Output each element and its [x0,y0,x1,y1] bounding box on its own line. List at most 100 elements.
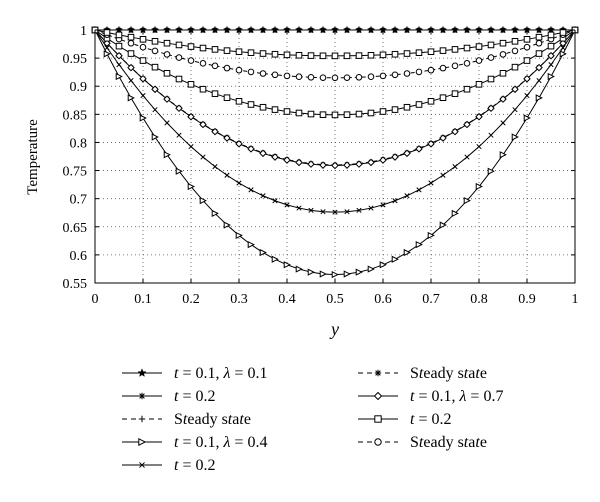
data-point [211,127,219,136]
legend-entry: t = 0.1, λ = 0.4 [122,434,267,451]
data-point [391,71,399,79]
series-curve [91,26,579,279]
data-point [391,255,399,263]
data-point [308,207,314,213]
data-point [487,104,495,113]
data-point [367,73,375,81]
data-point [248,187,254,193]
data-point [343,52,351,60]
data-point [548,62,554,68]
data-point [138,415,146,423]
data-point [487,167,495,175]
data-point [356,27,362,33]
data-point [404,27,410,33]
data-point [116,62,122,68]
data-point [223,94,231,102]
legend-entry: t = 0.2 [358,411,451,428]
data-point [379,72,387,80]
data-point [139,74,147,83]
data-point [439,47,447,54]
data-point [139,462,145,468]
data-point [152,27,158,33]
data-point [175,54,183,61]
data-point [283,51,291,59]
data-point [511,133,519,141]
data-point [523,57,531,64]
data-point [175,41,183,49]
data-point [374,415,382,423]
data-point [272,198,278,204]
data-point [487,75,495,83]
data-point [223,64,231,72]
data-point [463,120,471,129]
data-point [463,196,471,205]
data-point [151,133,159,141]
data-point [535,33,543,41]
data-point [343,161,351,169]
data-point [331,111,339,119]
data-point [451,90,459,97]
data-point [319,74,327,81]
data-point [271,153,279,161]
data-point [475,43,483,50]
data-point [187,57,195,64]
data-point [104,45,110,51]
data-point [320,27,326,33]
data-point [535,39,543,47]
x-tick-label: 0.4 [278,292,296,307]
data-point [523,114,531,122]
data-point [373,391,383,401]
data-point [392,198,398,204]
data-point [439,64,447,72]
data-point [137,368,147,377]
x-tick-label: 0.5 [326,292,344,307]
data-point [451,62,459,70]
data-point [440,172,446,178]
data-point [199,44,207,52]
x-tick-label: 0.7 [422,292,440,307]
data-point [103,50,111,58]
data-point [344,209,350,215]
y-tick-label: 0.85 [63,108,88,123]
data-point [164,120,170,126]
data-point [271,71,279,79]
data-point [307,268,315,276]
x-tick-label: 1 [572,292,579,307]
data-point [379,108,387,115]
x-tick-label: 0.8 [470,292,488,307]
data-point [440,27,446,33]
data-point [235,66,243,74]
data-point [428,180,434,186]
data-point [452,27,458,33]
x-tick-label: 0.2 [182,292,200,307]
data-point [499,39,507,47]
data-point [259,50,267,57]
data-point [211,209,219,218]
data-point [559,39,567,47]
x-tick-label: 0.1 [134,292,152,307]
data-point [319,52,327,60]
data-point [559,29,567,36]
data-point [139,36,147,43]
data-point [175,167,183,175]
data-point [332,209,338,215]
data-point [200,27,206,33]
data-point [391,153,399,161]
legend-label: t = 0.1, λ = 0.7 [410,388,503,405]
y-axis-label: Temperature [25,119,41,195]
data-point [535,63,543,72]
data-point [307,160,315,168]
data-point [476,143,482,150]
data-point [223,134,231,142]
data-point [560,45,566,51]
data-point [368,27,374,33]
legend-label: Steady state [174,411,251,428]
data-point [379,51,387,59]
data-point [175,104,183,113]
x-tick-label: 0 [92,292,99,307]
data-point [374,369,382,377]
data-point [380,202,386,208]
data-point [403,70,411,77]
data-point [475,112,483,121]
data-point [403,248,411,257]
